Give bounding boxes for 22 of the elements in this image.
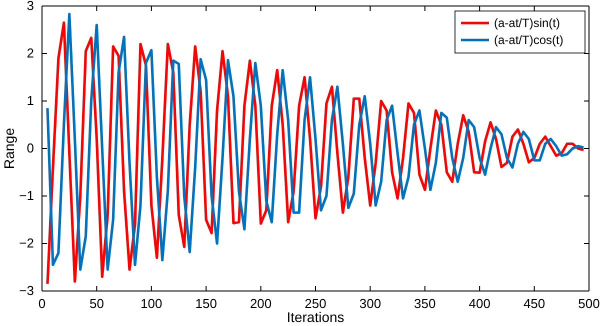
x-tick-label: 50 xyxy=(89,296,104,312)
legend-label: (a-at/T)sin(t) xyxy=(494,16,560,30)
x-tick-label: 150 xyxy=(195,296,217,312)
y-tick-label: −3 xyxy=(19,283,34,298)
legend-label: (a-at/T)cos(t) xyxy=(494,33,564,47)
x-tick-label: 400 xyxy=(468,296,490,312)
y-tick-label: −2 xyxy=(19,236,34,251)
y-tick-label: −1 xyxy=(19,188,34,204)
y-tick-label: 0 xyxy=(26,140,34,156)
x-tick-label: 500 xyxy=(578,296,600,312)
x-tick-label: 250 xyxy=(304,296,326,312)
y-tick-label: 2 xyxy=(26,46,34,61)
x-tick-label: 450 xyxy=(523,296,546,312)
y-axis-title: Range xyxy=(1,128,17,170)
x-tick-label: 0 xyxy=(38,296,46,312)
x-tick-label: 200 xyxy=(250,296,272,312)
y-tick-label: 1 xyxy=(26,93,34,108)
x-tick-label: 300 xyxy=(359,296,382,312)
y-tick-label: 3 xyxy=(26,0,34,14)
x-tick-label: 100 xyxy=(140,296,162,312)
x-axis-title: Iterations xyxy=(286,309,344,325)
x-tick-label: 350 xyxy=(414,296,436,312)
